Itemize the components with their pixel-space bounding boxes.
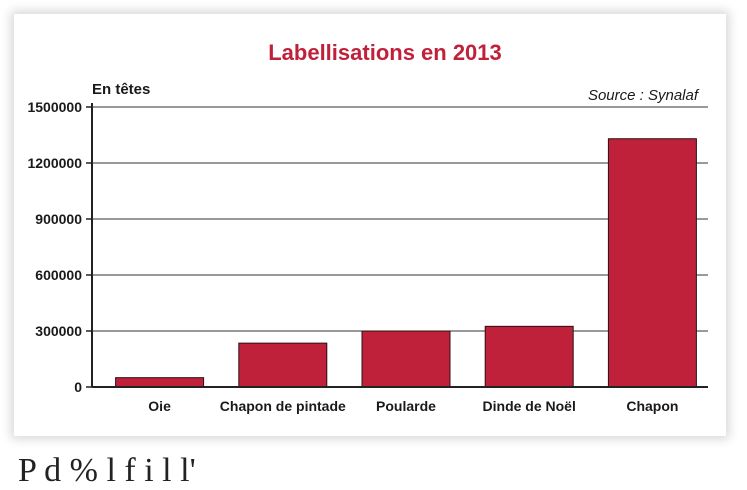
y-tick-label: 600000 [35, 267, 82, 283]
x-tick-label: Oie [148, 398, 171, 414]
bar [238, 342, 328, 388]
y-axis-label: En têtes [92, 81, 150, 98]
bar-chart: Labellisations en 2013 En têtes Source :… [27, 40, 708, 414]
y-tick-label: 300000 [35, 323, 82, 339]
source-label: Source : Synalaf [588, 87, 700, 104]
chart-title: Labellisations en 2013 [268, 40, 502, 65]
bar [115, 377, 205, 388]
x-tick-label: Dinde de Noël [483, 398, 576, 414]
y-tick-label: 900000 [35, 211, 82, 227]
bar [361, 330, 451, 388]
bars [115, 138, 697, 388]
y-tick-label: 1500000 [27, 99, 82, 115]
y-tick-labels: 0 300000 600000 900000 1200000 1500000 [27, 99, 82, 395]
x-tick-label: Poularde [376, 398, 436, 414]
bar [607, 138, 697, 388]
cut-off-caption-text: P d % l f i l l' [18, 452, 196, 489]
y-tick-label: 0 [74, 379, 82, 395]
bar [484, 325, 574, 388]
x-tick-label: Chapon de pintade [220, 398, 346, 414]
y-tick-label: 1200000 [27, 155, 82, 171]
x-tick-label: Chapon [626, 398, 678, 414]
x-tick-labels: Oie Chapon de pintade Poularde Dinde de Noë… [148, 398, 678, 414]
